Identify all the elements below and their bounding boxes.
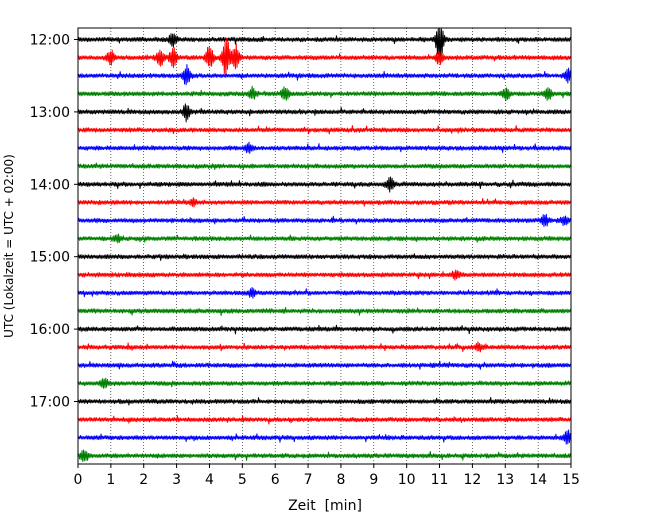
trace-line — [77, 360, 572, 370]
y-axis-ticks: 12:00 13:00 14:00 15:00 16:00 17:00 — [30, 33, 78, 411]
trace-line — [77, 307, 572, 317]
trace-line — [77, 341, 572, 353]
y-tick-label: 13:00 — [30, 105, 70, 121]
y-axis-label: UTC (Lokalzeit = UTC + 02:00) — [2, 154, 16, 338]
x-tick-label: 3 — [172, 472, 181, 488]
x-tick-label: 13 — [496, 472, 514, 488]
trace-line — [77, 324, 572, 335]
trace-line — [77, 37, 572, 79]
trace-line — [77, 64, 572, 86]
x-tick-label: 2 — [139, 472, 148, 488]
trace-line — [77, 141, 572, 154]
trace-line — [77, 269, 572, 281]
trace-line — [77, 213, 572, 227]
x-tick-label: 15 — [562, 472, 580, 488]
trace-line — [77, 233, 572, 244]
trace-line — [77, 176, 572, 193]
plot-frame — [77, 27, 572, 465]
x-tick-label: 10 — [398, 472, 416, 488]
grid-lines — [110, 28, 539, 464]
trace-line — [77, 415, 572, 425]
x-tick-label: 6 — [271, 472, 280, 488]
y-tick-label: 15:00 — [30, 250, 70, 266]
trace-line — [77, 162, 572, 171]
y-tick-label: 14:00 — [30, 177, 70, 193]
trace-series — [77, 28, 572, 463]
trace-line — [77, 449, 572, 463]
trace-line — [77, 429, 572, 445]
x-tick-label: 9 — [369, 472, 378, 488]
y-tick-label: 12:00 — [30, 33, 70, 49]
x-tick-label: 4 — [205, 472, 214, 488]
trace-line — [77, 28, 572, 62]
trace-line — [77, 85, 572, 102]
x-tick-label: 5 — [238, 472, 247, 488]
y-tick-label: 16:00 — [30, 322, 70, 338]
x-tick-label: 1 — [106, 472, 115, 488]
trace-line — [77, 103, 572, 123]
y-tick-label: 17:00 — [30, 395, 70, 411]
x-tick-label: 8 — [336, 472, 345, 488]
trace-line — [77, 377, 572, 389]
trace-line — [77, 286, 572, 299]
trace-line — [77, 397, 572, 406]
trace-line — [77, 197, 572, 208]
trace-line — [77, 253, 572, 261]
x-tick-label: 11 — [431, 472, 449, 488]
x-tick-label: 0 — [74, 472, 83, 488]
x-tick-label: 14 — [529, 472, 547, 488]
trace-line — [77, 124, 572, 135]
x-axis-ticks: 0 1 2 3 4 5 6 7 8 9 10 11 12 13 14 15 — [74, 464, 580, 488]
x-axis-label: Zeit [min] — [288, 498, 362, 514]
x-tick-label: 7 — [304, 472, 313, 488]
x-tick-label: 12 — [463, 472, 481, 488]
